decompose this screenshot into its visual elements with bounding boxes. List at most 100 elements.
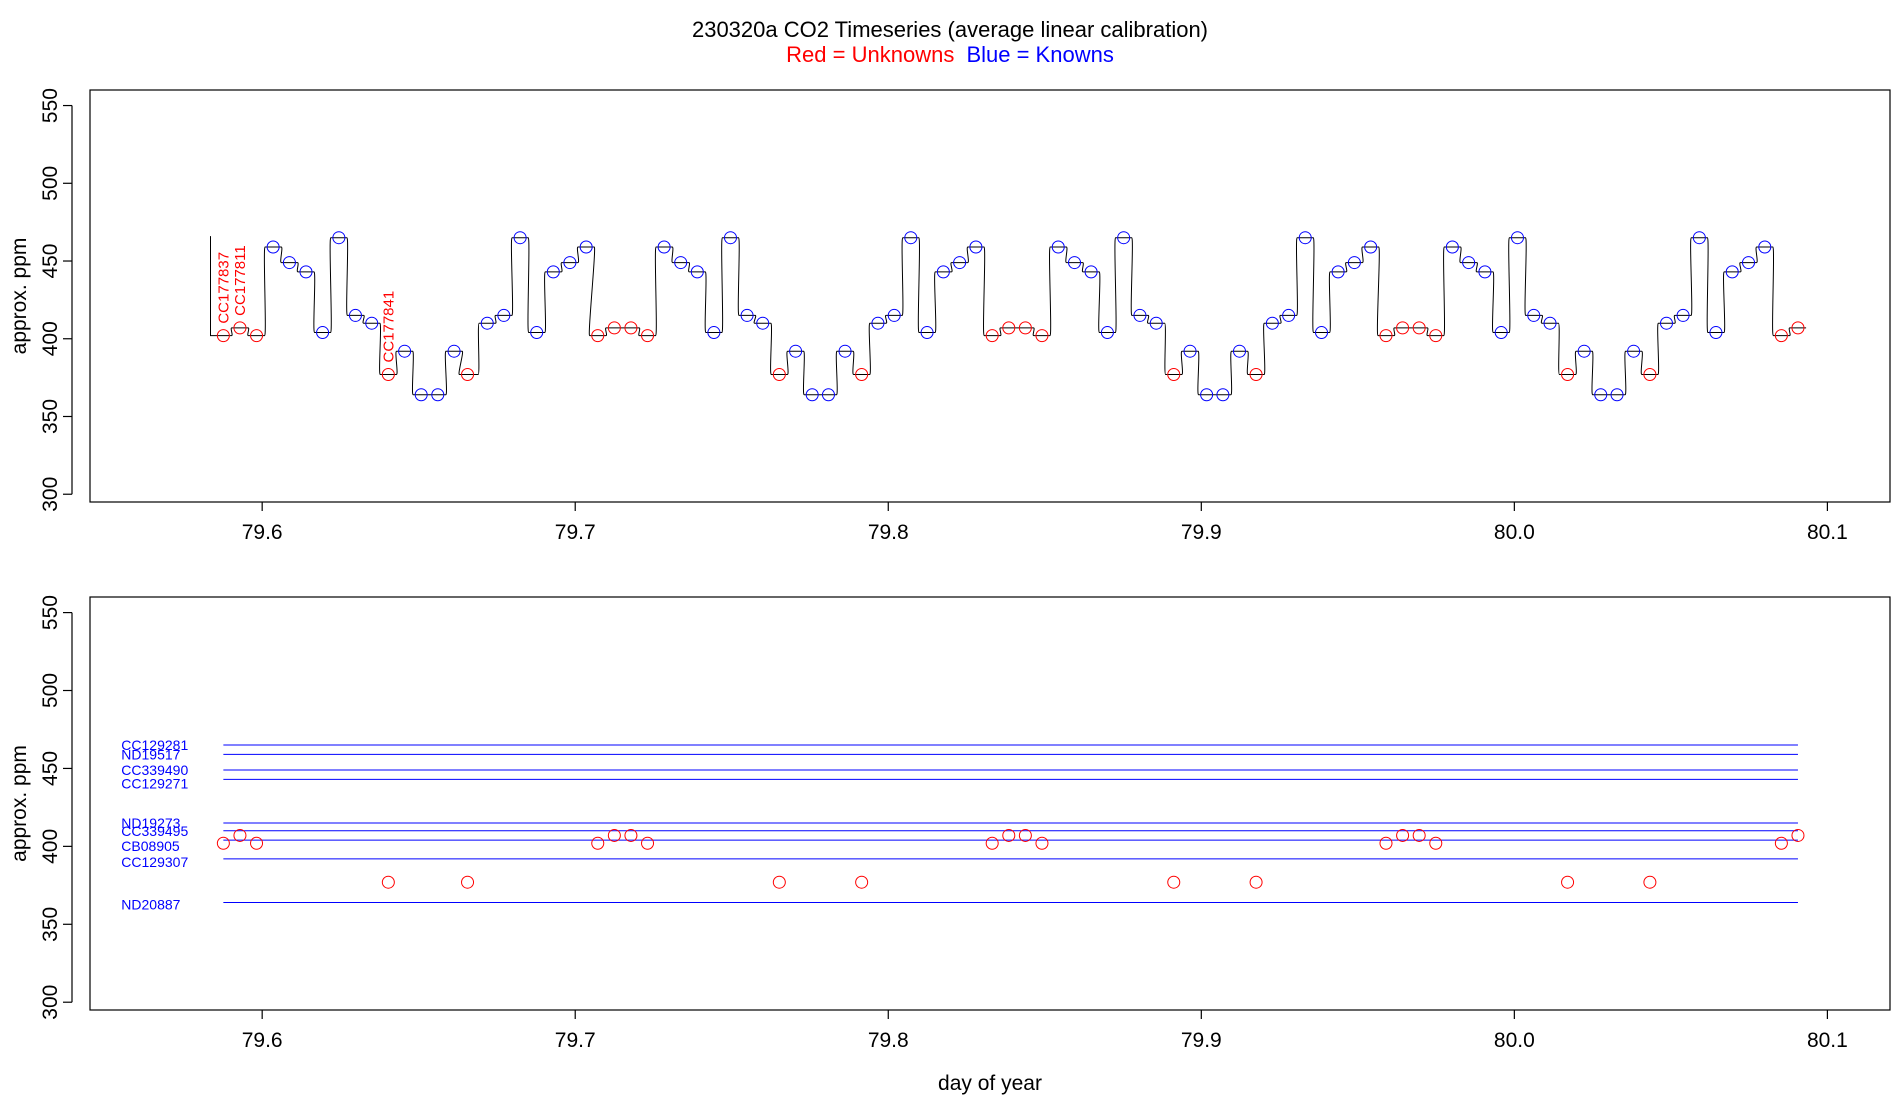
point-known <box>530 326 544 340</box>
point-known <box>1216 388 1230 402</box>
point-known <box>904 231 918 245</box>
point-known <box>1594 388 1608 402</box>
point-known <box>1331 265 1345 279</box>
point-unknown <box>461 368 475 382</box>
point-known <box>1577 344 1591 358</box>
point-known <box>707 326 721 340</box>
y-tick-label: 400 <box>39 321 62 356</box>
point-unknown <box>591 836 605 850</box>
reference-label: CC129307 <box>121 854 188 870</box>
chart-title: 230320a CO2 Timeseries (average linear c… <box>692 17 1208 42</box>
point-known <box>546 265 560 279</box>
y-tick-label: 350 <box>39 907 62 942</box>
x-tick-label: 79.7 <box>555 1029 596 1052</box>
point-unknown <box>1035 329 1049 343</box>
point-known <box>657 240 671 254</box>
point-known <box>1709 326 1723 340</box>
point-unknown <box>641 329 655 343</box>
point-known <box>1117 231 1131 245</box>
point-unknown <box>1018 828 1032 842</box>
point-known <box>414 388 428 402</box>
point-known <box>1232 344 1246 358</box>
point-known <box>513 231 527 245</box>
point-unknown <box>855 368 869 382</box>
point-known <box>789 344 803 358</box>
x-tick-label: 80.1 <box>1807 1029 1848 1052</box>
point-known <box>563 256 577 270</box>
reference-label: CC339490 <box>121 762 188 778</box>
point-unknown <box>1643 368 1657 382</box>
x-tick-label: 80.1 <box>1807 521 1848 544</box>
y-axis: 300 350 400 450 500 550 approx. ppm <box>8 595 73 1020</box>
point-known <box>497 308 511 322</box>
point-unknown <box>1018 321 1032 335</box>
reference-label: CC339495 <box>121 823 188 839</box>
reference-label: ND20887 <box>121 896 180 912</box>
point-known <box>1758 240 1772 254</box>
point-known <box>936 265 950 279</box>
annotation-label: CC177837 <box>215 252 232 324</box>
top-panel: 79.6 79.7 79.8 79.9 80.0 80.1 300 350 400 450 500 5… <box>8 88 1891 544</box>
point-known <box>282 256 296 270</box>
point-known <box>1051 240 1065 254</box>
point-known <box>299 265 313 279</box>
point-known <box>1627 344 1641 358</box>
point-unknown <box>1412 828 1426 842</box>
point-known <box>821 388 835 402</box>
point-known <box>480 316 494 330</box>
point-known <box>756 316 770 330</box>
point-unknown <box>381 875 395 889</box>
point-unknown <box>1791 828 1805 842</box>
point-unknown <box>381 368 395 382</box>
x-tick-label: 79.9 <box>1181 521 1222 544</box>
point-known <box>1692 231 1706 245</box>
point-known <box>1183 344 1197 358</box>
point-known <box>398 344 412 358</box>
x-tick-label: 79.6 <box>242 1029 283 1052</box>
point-unknown <box>1167 368 1181 382</box>
point-known <box>1610 388 1624 402</box>
point-known <box>1462 256 1476 270</box>
point-unknown <box>624 321 638 335</box>
y-tick-label: 450 <box>39 751 62 786</box>
point-unknown <box>607 321 621 335</box>
point-known <box>805 388 819 402</box>
chart-subtitle-legend: Red = Unknowns Blue = Knowns <box>786 42 1114 67</box>
point-unknown <box>216 836 230 850</box>
legend-knowns: Blue = Knowns <box>966 42 1113 67</box>
point-unknown <box>1396 828 1410 842</box>
point-unknown <box>1396 321 1410 335</box>
y-tick-label: 400 <box>39 829 62 864</box>
point-unknown <box>250 329 264 343</box>
point-unknown <box>1249 368 1263 382</box>
point-unknown <box>1429 836 1443 850</box>
point-unknown <box>1167 875 1181 889</box>
point-unknown <box>855 875 869 889</box>
reference-label: ND19273 <box>121 815 180 831</box>
y-tick-label: 300 <box>39 477 62 512</box>
point-unknown <box>1429 329 1443 343</box>
point-known <box>266 240 280 254</box>
reference-label: ND19517 <box>121 746 180 762</box>
reference-label: CC129281 <box>121 737 188 753</box>
point-known <box>1510 231 1524 245</box>
point-unknown <box>591 329 605 343</box>
point-known <box>1364 240 1378 254</box>
point-known <box>1742 256 1756 270</box>
point-known <box>332 231 346 245</box>
plot-frame <box>89 89 1891 503</box>
point-unknown <box>772 875 786 889</box>
point-known <box>690 265 704 279</box>
point-unknown <box>1379 329 1393 343</box>
point-unknown <box>1643 875 1657 889</box>
y-tick-label: 300 <box>39 985 62 1020</box>
point-known <box>969 240 983 254</box>
point-known <box>1494 326 1508 340</box>
point-known <box>1478 265 1492 279</box>
x-tick-label: 79.8 <box>868 521 909 544</box>
point-known <box>871 316 885 330</box>
point-unknown <box>1412 321 1426 335</box>
point-unknown <box>1561 875 1575 889</box>
point-known <box>1298 231 1312 245</box>
point-known <box>447 344 461 358</box>
